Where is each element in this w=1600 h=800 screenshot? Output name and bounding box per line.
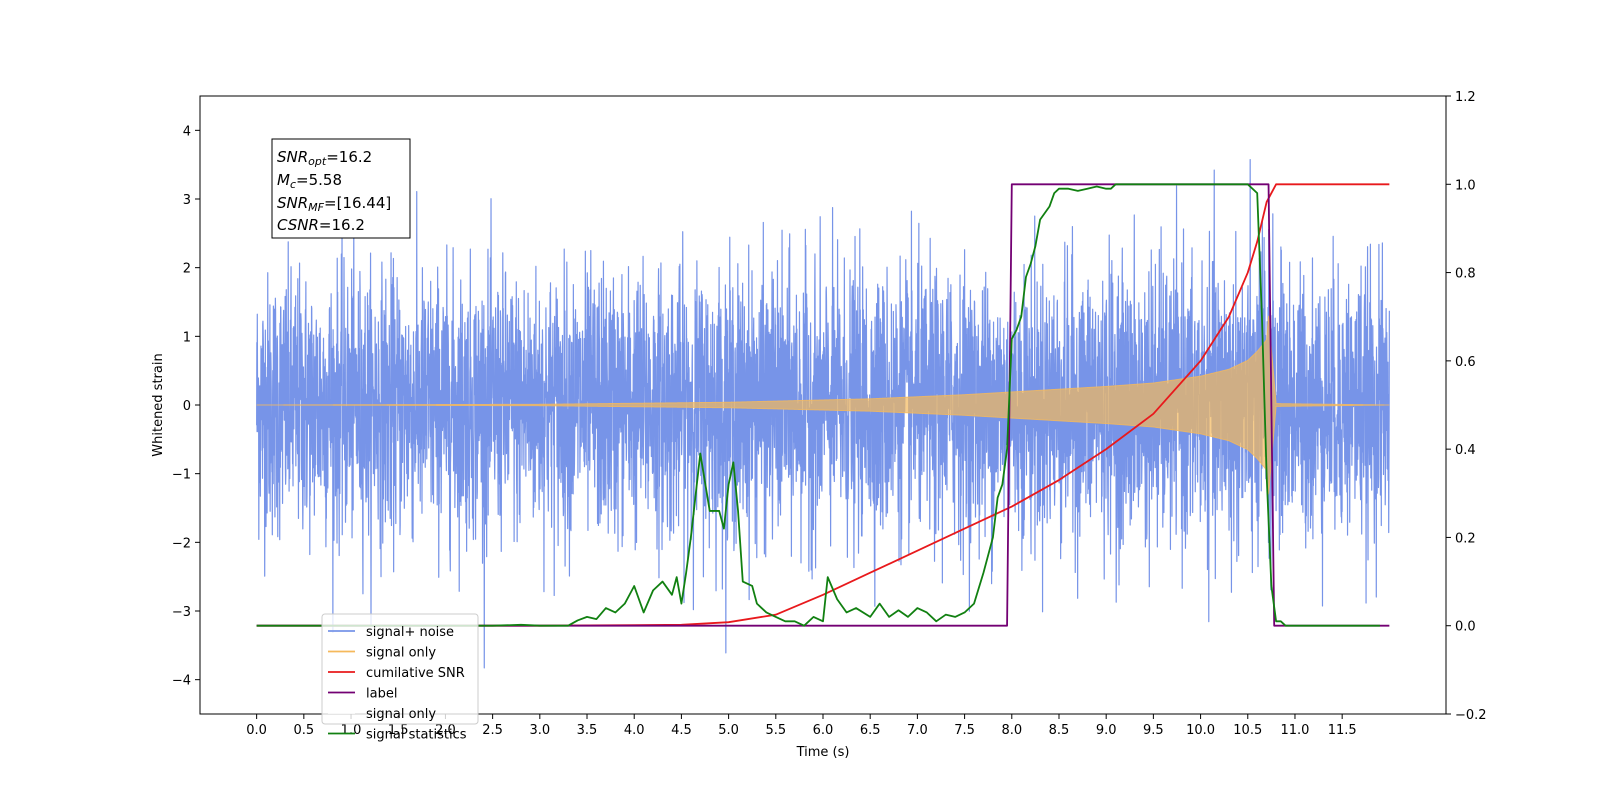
x-axis-label: Time (s) <box>796 745 850 760</box>
y2-tick-label: 0.2 <box>1455 531 1476 546</box>
legend-label: cumilative SNR <box>366 666 465 681</box>
y-axis-left: −4 −3 −2 −1 0 1 2 3 4 <box>172 124 200 689</box>
y-tick-label: −2 <box>172 536 191 551</box>
x-tick-label: 7.0 <box>907 723 928 738</box>
x-axis: 0.0 0.5 1.0 1.5 2.0 2.5 3.0 3.5 4.0 4.5 5.0 5.5 6.0 6… <box>246 714 1357 738</box>
y2-tick-label: 0.6 <box>1455 355 1476 370</box>
x-tick-label: 3.5 <box>577 723 598 738</box>
plot-area <box>256 159 1390 669</box>
x-tick-label: 0.5 <box>293 723 314 738</box>
x-tick-label: 6.5 <box>860 723 881 738</box>
series-cumilative-snr <box>256 183 1390 627</box>
x-tick-label: 1.5 <box>388 723 409 738</box>
x-tick-label: 10.5 <box>1233 723 1262 738</box>
y-tick-label: 0 <box>183 399 191 414</box>
x-tick-label: 7.5 <box>954 723 975 738</box>
y-tick-label: 4 <box>183 124 191 139</box>
legend-box <box>321 613 479 725</box>
y2-tick-label: 1.0 <box>1455 178 1476 193</box>
x-tick-label: 10.0 <box>1186 723 1215 738</box>
x-tick-label: 2.0 <box>435 723 456 738</box>
x-tick-label: 5.0 <box>718 723 739 738</box>
y-tick-label: 3 <box>183 193 191 208</box>
legend-label: signal+ noise <box>366 625 454 640</box>
y-axis-label: Whitened strain <box>151 353 166 456</box>
x-tick-label: 11.5 <box>1328 723 1357 738</box>
y-tick-label: −1 <box>172 468 191 483</box>
x-tick-label: 8.5 <box>1049 723 1070 738</box>
y2-tick-label: 0.8 <box>1455 267 1476 282</box>
x-tick-label: 4.0 <box>624 723 645 738</box>
annotation-mc: Mc=5.58 <box>277 171 342 191</box>
series-signal-only <box>256 315 1390 495</box>
annotation-box <box>271 138 411 239</box>
series-signal-statistics <box>256 183 1380 627</box>
x-tick-label: 1.0 <box>341 723 362 738</box>
x-tick-label: 2.5 <box>482 723 503 738</box>
legend-label: signal only <box>366 707 436 722</box>
y-tick-label: 1 <box>183 330 191 345</box>
x-tick-label: 9.0 <box>1096 723 1117 738</box>
legend-label: signal statistics <box>366 728 467 743</box>
y2-tick-label: 0.4 <box>1455 443 1476 458</box>
y-tick-label: −4 <box>172 674 191 689</box>
y-tick-label: −3 <box>172 605 191 620</box>
x-tick-label: 4.5 <box>671 723 692 738</box>
annotation-snr-mf: SNRMF=[16.44] <box>277 194 391 214</box>
x-tick-label: 0.0 <box>246 723 267 738</box>
legend-label: label <box>366 687 397 702</box>
annotation-snr-opt: SNRopt=16.2 <box>277 148 372 168</box>
x-tick-label: 11.0 <box>1280 723 1309 738</box>
y-axis-right: −0.2 0.0 0.2 0.4 0.6 0.8 1.0 1.2 <box>1446 90 1487 723</box>
y2-tick-label: 1.2 <box>1455 90 1476 105</box>
legend-label: signal only <box>366 646 436 661</box>
x-tick-label: 8.0 <box>1001 723 1022 738</box>
annotation-csnr: CSNR=16.2 <box>277 216 365 234</box>
snr-annotation: SNRopt=16.2 Mc=5.58 SNRMF=[16.44] CSNR=1… <box>271 138 411 239</box>
y2-tick-label: −0.2 <box>1455 708 1487 723</box>
y-tick-label: 2 <box>183 262 191 277</box>
x-tick-label: 3.0 <box>529 723 550 738</box>
x-tick-label: 5.5 <box>765 723 786 738</box>
legend: signal+ noise signal only cumilative SNR la… <box>321 613 479 743</box>
x-tick-label: 6.0 <box>813 723 834 738</box>
y2-tick-label: 0.0 <box>1455 620 1476 635</box>
x-tick-label: 9.5 <box>1143 723 1164 738</box>
